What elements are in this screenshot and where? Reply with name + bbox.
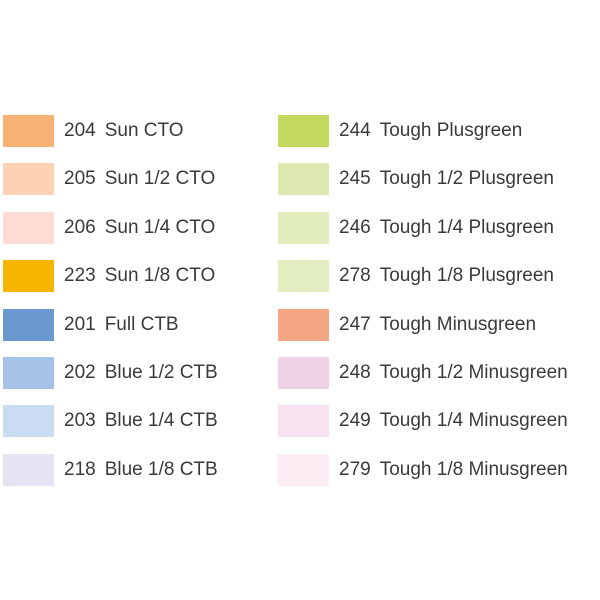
gel-name: Tough 1/2 Minusgreen: [379, 361, 568, 383]
legend-column-right: 244 Tough Plusgreen 245 Tough 1/2 Plusgreen…: [278, 115, 568, 502]
legend-item: 249 Tough 1/4 Minusgreen: [278, 405, 568, 438]
gel-code: 203: [64, 410, 96, 432]
legend-item: 247 Tough Minusgreen: [278, 308, 568, 341]
color-swatch: [278, 405, 329, 438]
gel-name: Tough 1/8 Minusgreen: [379, 458, 568, 480]
gel-name: Tough Minusgreen: [379, 313, 537, 335]
color-swatch: [3, 115, 54, 147]
color-swatch: [3, 405, 54, 438]
color-swatch: [278, 453, 329, 486]
gel-name: Tough 1/4 Plusgreen: [379, 216, 554, 238]
gel-name: Tough 1/8 Plusgreen: [379, 265, 554, 287]
color-swatch: [278, 356, 329, 389]
legend-item: 218 Blue 1/8 CTB: [3, 453, 218, 486]
legend-item: 248 Tough 1/2 Minusgreen: [278, 356, 568, 389]
gel-code: 246: [339, 216, 371, 238]
legend-item: 204 Sun CTO: [3, 115, 218, 147]
gel-code: 223: [64, 265, 96, 287]
gel-code: 278: [339, 265, 371, 287]
gel-code: 245: [339, 168, 371, 190]
legend-item: 201 Full CTB: [3, 308, 218, 341]
gel-code: 202: [64, 361, 96, 383]
legend-item: 278 Tough 1/8 Plusgreen: [278, 260, 568, 293]
gel-name: Tough 1/2 Plusgreen: [379, 168, 554, 190]
gel-code: 201: [64, 313, 96, 335]
gel-name: Blue 1/2 CTB: [104, 361, 218, 383]
gel-code: 204: [64, 120, 96, 141]
gel-name: Blue 1/8 CTB: [104, 458, 218, 480]
gel-name: Blue 1/4 CTB: [104, 410, 218, 432]
color-swatch: [3, 211, 54, 244]
gel-code: 244: [339, 120, 371, 141]
gel-code: 205: [64, 168, 96, 190]
gel-name: Sun 1/8 CTO: [104, 265, 216, 287]
gel-name: Tough 1/4 Minusgreen: [379, 410, 568, 432]
gel-code: 249: [339, 410, 371, 432]
color-swatch: [3, 308, 54, 341]
gel-name: Sun 1/4 CTO: [104, 216, 216, 238]
gel-code: 206: [64, 216, 96, 238]
legend-item: 223 Sun 1/8 CTO: [3, 260, 218, 293]
legend-item: 246 Tough 1/4 Plusgreen: [278, 211, 568, 244]
color-swatch: [3, 453, 54, 486]
gel-code: 218: [64, 458, 96, 480]
gel-name: Sun 1/2 CTO: [104, 168, 216, 190]
color-swatch: [278, 260, 329, 293]
color-swatch: [3, 356, 54, 389]
gel-code: 248: [339, 361, 371, 383]
color-swatch: [3, 260, 54, 293]
legend-item: 202 Blue 1/2 CTB: [3, 356, 218, 389]
color-swatch: [278, 163, 329, 196]
gel-code: 247: [339, 313, 371, 335]
legend-column-left: 204 Sun CTO 205 Sun 1/2 CTO 206 Sun 1/4 CTO 22…: [3, 115, 218, 502]
legend-item: 245 Tough 1/2 Plusgreen: [278, 163, 568, 196]
legend-item: 206 Sun 1/4 CTO: [3, 211, 218, 244]
color-swatch: [278, 115, 329, 147]
legend-item: 205 Sun 1/2 CTO: [3, 163, 218, 196]
legend-item: 244 Tough Plusgreen: [278, 115, 568, 147]
color-swatch: [278, 211, 329, 244]
color-swatch: [278, 308, 329, 341]
legend-item: 203 Blue 1/4 CTB: [3, 405, 218, 438]
gel-code: 279: [339, 458, 371, 480]
color-swatch: [3, 163, 54, 196]
gel-name: Full CTB: [104, 313, 179, 335]
legend-item: 279 Tough 1/8 Minusgreen: [278, 453, 568, 486]
gel-name: Tough Plusgreen: [379, 120, 523, 141]
gel-name: Sun CTO: [104, 120, 184, 141]
